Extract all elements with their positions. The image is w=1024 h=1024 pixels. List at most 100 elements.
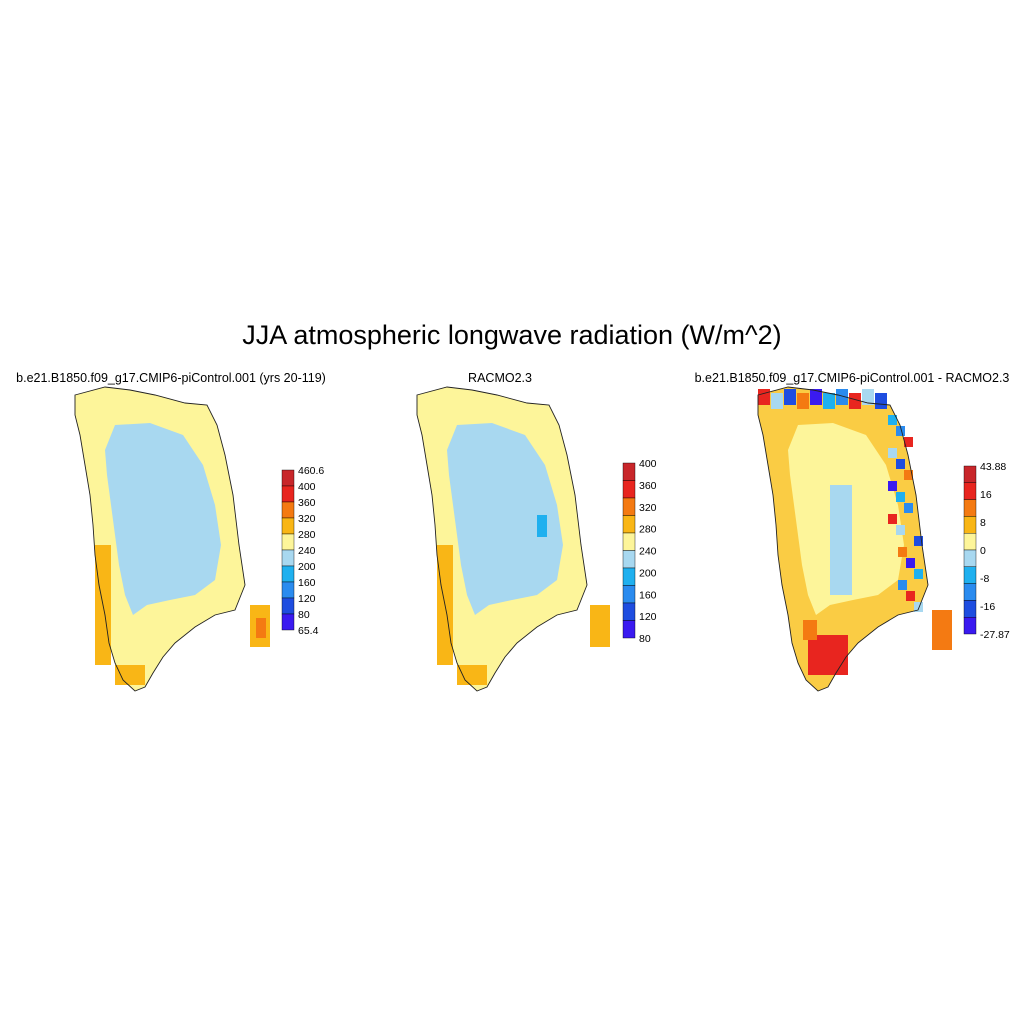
colorbar-2-swatch [622,567,636,586]
panel-3-north-cell [862,389,874,405]
panel-3-north-cell [784,389,796,405]
colorbar-1-tick-label: 360 [298,497,316,509]
colorbar-2-tick-label: 120 [639,611,657,623]
colorbar-2-swatch [622,497,636,516]
colorbar-2-swatch [622,585,636,604]
panel-3-north-cell [797,393,809,409]
colorbar-1-swatch [281,581,295,599]
panel-3-coast-cell [914,536,923,546]
colorbar-3-swatch [963,566,977,584]
panel-3-islet [932,610,952,650]
panel-1-south-tip [115,665,145,685]
colorbar-2-tick-label: 160 [639,589,657,601]
colorbar-3-swatch [963,516,977,534]
panel-3-coast-cell [896,525,905,535]
colorbar-3-tick-label: -8 [980,573,989,585]
colorbar-2-swatch [622,462,636,481]
colorbar-3-swatch [963,482,977,500]
panel-3-north-cell [849,393,861,409]
colorbar-2-swatch [622,532,636,551]
colorbar-2-swatch [622,515,636,534]
colorbar-2-tick-label: 280 [639,524,657,536]
colorbar-2-tick-label: 200 [639,567,657,579]
colorbar-1-swatch [281,565,295,583]
colorbar-2-tick-label: 80 [639,633,651,645]
colorbar-3-swatch [963,549,977,567]
panel-3-title: b.e21.B1850.f09_g17.CMIP6-piControl.001 … [694,371,1010,385]
colorbar-2-swatch [622,550,636,569]
panel-3-coast-cell [906,591,915,601]
colorbar-3-tick-label: 16 [980,489,992,501]
colorbar-1-swatch [281,597,295,615]
panel-1-coastline [74,386,246,692]
panel-3-sw-orange [803,620,817,640]
colorbar-1-swatch [281,517,295,535]
panel-3-north-cell [810,389,822,405]
colorbar-3-swatch [963,533,977,551]
panel-3-coast-cell [914,569,923,579]
colorbar-3-tick-label: 8 [980,517,986,529]
colorbar-1-swatch [281,469,295,487]
panel-3-coast-cell [888,448,897,458]
panel-3-north-cell [836,389,848,405]
colorbar-2-swatch [622,480,636,499]
panel-3-north-cell [823,393,835,409]
colorbar-1-tick-label: 120 [298,593,316,605]
colorbar-3-swatch [963,617,977,635]
panel-3-coast-cell [904,503,913,513]
colorbar-1-tick-label: 65.4 [298,625,319,637]
panel-3-coast-cell [896,426,905,436]
colorbar-1-swatch [281,549,295,567]
colorbar-1-swatch [281,485,295,503]
colorbar-1-swatch [281,501,295,519]
colorbar-2-swatch [622,602,636,621]
colorbar-3-swatch [963,465,977,483]
colorbar-1-swatch [281,533,295,551]
colorbar-3-swatch [963,499,977,517]
colorbar-2-swatch [622,620,636,639]
panel-3-coast-cell [906,558,915,568]
colorbar-3-tick-label: 0 [980,545,986,557]
panel-1-title: b.e21.B1850.f09_g17.CMIP6-piControl.001 … [16,371,326,385]
colorbar-3-swatch [963,583,977,601]
panel-2-title: RACMO2.3 [468,371,532,385]
panel-3-coast-cell [904,437,913,447]
panel-3-coast-cell [888,415,897,425]
panel-3-coast-cell [888,481,897,491]
colorbar-2-tick-label: 320 [639,502,657,514]
panel-3-coast-cell [898,547,907,557]
panel-2-islet [590,605,610,647]
panel-3-coast-cell [898,580,907,590]
colorbar-1-tick-label: 80 [298,609,310,621]
panel-3-center-band [830,485,852,595]
panel-3-coast-cell [914,602,923,612]
panel-1-interior-field [105,423,221,615]
colorbar-2-tick-label: 400 [639,458,657,470]
colorbar-1-tick-label: 460.6 [298,465,324,477]
panel-3-coast-cell [896,492,905,502]
colorbar-1-swatch [281,613,295,631]
colorbar-1-tick-label: 320 [298,513,316,525]
panel-2-east-patch [537,515,547,537]
panel-3-north-cell [758,389,770,405]
panel-3-coastline [757,386,929,692]
colorbar-3-tick-label: 43.88 [980,461,1006,473]
panel-2-south-tip [457,665,487,685]
colorbar-1-tick-label: 280 [298,529,316,541]
panel-2-interior-field [447,423,563,615]
colorbar-3-tick-label: -16 [980,601,995,613]
panel-3-north-cell [875,393,887,409]
panel-3-coast-cell [904,470,913,480]
colorbar-1-tick-label: 160 [298,577,316,589]
colorbar-1-tick-label: 200 [298,561,316,573]
colorbar-2-tick-label: 240 [639,546,657,558]
colorbar-1-tick-label: 240 [298,545,316,557]
figure-title: JJA atmospheric longwave radiation (W/m^… [242,320,782,350]
panel-3-coast-cell [896,459,905,469]
colorbar-3-swatch [963,600,977,618]
panel-3-north-cell [771,393,783,409]
panel-3-coast-cell [888,514,897,524]
colorbar-2-tick-label: 360 [639,480,657,492]
